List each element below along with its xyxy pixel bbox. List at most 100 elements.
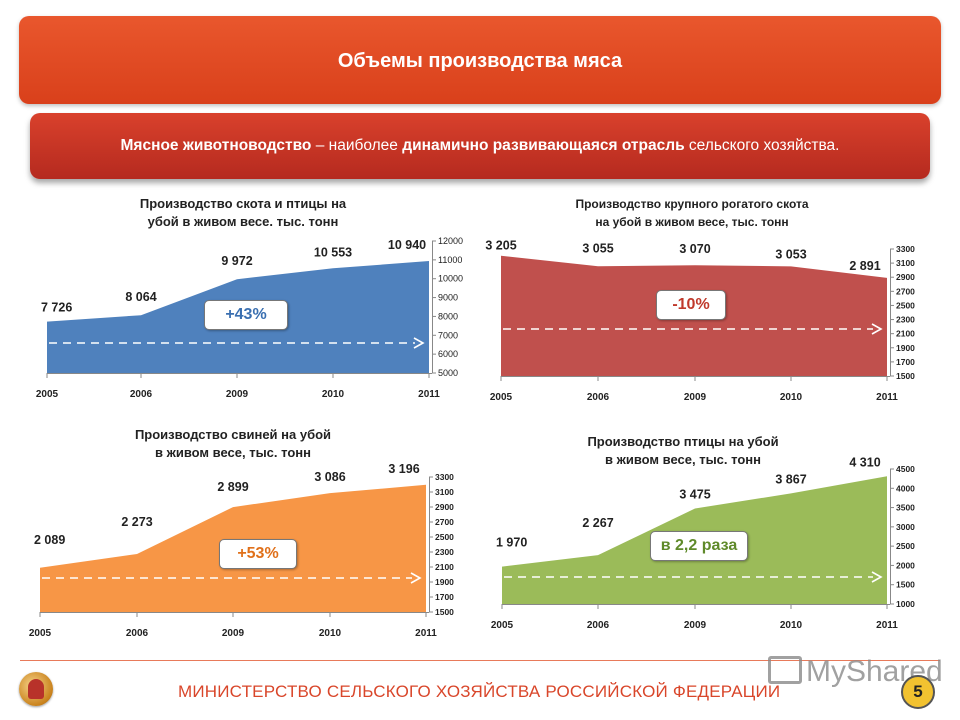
- footer-ministry-name: МИНИСТЕРСТВО СЕЛЬСКОГО ХОЗЯЙСТВА РОССИЙС…: [178, 682, 781, 701]
- data-label: 9 972: [221, 254, 252, 268]
- y-tick-label: 8000: [438, 311, 458, 321]
- y-tick-label: 9000: [438, 293, 458, 303]
- y-tick-label: 3000: [896, 522, 915, 532]
- y-tick-label: 2900: [435, 502, 454, 512]
- x-tick-label: 2006: [587, 620, 610, 631]
- chart-2-title-line2: на убой в живом весе, тыс. тонн: [595, 215, 789, 229]
- data-label: 2 899: [217, 480, 248, 494]
- data-label: 2 089: [34, 533, 65, 547]
- y-tick-label: 10000: [438, 274, 463, 284]
- chart-4-title-line1: Производство птицы на убой: [587, 434, 779, 449]
- chart-2-growth-badge: -10%: [656, 290, 726, 320]
- y-tick-label: 1700: [896, 357, 915, 367]
- y-tick-label: 11000: [438, 255, 462, 265]
- subtitle-part-2: – наиболее: [311, 137, 403, 154]
- chart-4-title-line2: в живом весе, тыс. тонн: [605, 452, 761, 467]
- y-tick-label: 12000: [438, 236, 463, 246]
- x-tick-label: 2011: [876, 392, 898, 403]
- x-tick-label: 2009: [226, 389, 249, 400]
- trend-arrow-head: [413, 337, 425, 349]
- y-tick-label: 7000: [438, 330, 458, 340]
- data-label: 1 970: [496, 536, 527, 550]
- chart-2-title: Производство крупного рогатого скота на …: [532, 195, 852, 231]
- data-label: 3 053: [775, 247, 806, 261]
- x-tick-label: 2011: [876, 620, 898, 631]
- y-tick-label: 1900: [896, 343, 915, 353]
- data-label: 10 553: [314, 245, 352, 259]
- trend-arrow-head: [871, 571, 883, 583]
- y-tick-label: 2500: [896, 541, 915, 551]
- y-tick-label: 1900: [435, 577, 454, 587]
- y-tick-label: 1000: [896, 599, 915, 609]
- title-banner: Объемы производства мяса: [19, 16, 941, 104]
- y-tick-label: 1500: [435, 607, 454, 617]
- data-label: 3 086: [314, 470, 345, 484]
- x-tick-label: 2011: [418, 389, 440, 400]
- x-tick-label: 2010: [322, 389, 345, 400]
- x-tick-label: 2005: [490, 392, 513, 403]
- data-label: 10 940: [388, 238, 426, 252]
- x-tick-label: 2009: [684, 620, 707, 631]
- y-tick-label: 1700: [435, 592, 454, 602]
- data-label: 3 867: [775, 472, 806, 486]
- chart-3-title-line2: в живом весе, тыс. тонн: [155, 445, 311, 460]
- y-tick-label: 3300: [435, 472, 454, 482]
- data-label: 2 267: [582, 516, 613, 530]
- y-tick-label: 2300: [435, 547, 454, 557]
- data-label: 3 196: [388, 462, 419, 476]
- footer-divider: [20, 660, 940, 661]
- chart-4-title: Производство птицы на убой в живом весе,…: [540, 433, 826, 469]
- y-tick-label: 3500: [896, 503, 915, 513]
- y-tick-label: 2500: [896, 300, 915, 310]
- y-tick-label: 6000: [438, 349, 458, 359]
- trend-arrow-head: [410, 572, 422, 584]
- x-tick-label: 2011: [415, 628, 437, 639]
- chart-4-growth-badge: в 2,2 раза: [650, 531, 748, 561]
- data-label: 2 273: [121, 515, 152, 529]
- x-tick-label: 2009: [684, 392, 707, 403]
- y-tick-label: 3300: [896, 244, 915, 254]
- chart-3-title-line1: Производство свиней на убой: [134, 427, 332, 442]
- watermark-screen-icon: [768, 656, 802, 684]
- y-tick-label: 1500: [896, 371, 915, 381]
- y-tick-label: 1500: [896, 580, 915, 590]
- x-tick-label: 2010: [780, 620, 803, 631]
- page-title: Объемы производства мяса: [337, 50, 623, 72]
- y-tick-label: 2000: [896, 560, 915, 570]
- subtitle-part-3: динамично развивающаяся отрасль: [402, 137, 685, 154]
- y-tick-label: 2100: [896, 329, 915, 339]
- subtitle-part-1: Мясное животноводство: [120, 137, 312, 154]
- data-label: 2 891: [849, 259, 880, 273]
- x-tick-label: 2005: [491, 620, 514, 631]
- y-tick-label: 2900: [896, 272, 915, 282]
- y-tick-label: 4000: [896, 483, 915, 493]
- data-label: 8 064: [125, 290, 156, 304]
- y-tick-label: 4500: [896, 464, 915, 474]
- y-tick-label: 2100: [435, 562, 454, 572]
- chart-1-growth-badge: +43%: [204, 300, 288, 330]
- trend-arrow-head: [871, 323, 883, 335]
- x-tick-label: 2006: [587, 392, 610, 403]
- subtitle-bar: Мясное животноводство – наиболее динамич…: [30, 113, 930, 179]
- chart-2-title-line1: Производство крупного рогатого скота: [575, 197, 809, 211]
- ministry-emblem-icon: [19, 672, 53, 706]
- chart-3-growth-badge: +53%: [219, 539, 297, 569]
- subtitle-part-4: сельского хозяйства.: [684, 137, 840, 154]
- y-tick-label: 5000: [438, 368, 458, 378]
- data-label: 3 055: [582, 241, 613, 255]
- y-tick-label: 2300: [896, 315, 915, 325]
- subtitle-text: Мясное животноводство – наиболее динамич…: [30, 137, 930, 155]
- y-tick-label: 2700: [896, 286, 915, 296]
- data-label: 7 726: [41, 301, 72, 315]
- x-tick-label: 2005: [29, 628, 52, 639]
- x-tick-label: 2005: [36, 389, 59, 400]
- chart-1-title: Производство скота и птицы на убой в жив…: [100, 195, 386, 231]
- chart-1-title-line1: Производство скота и птицы на: [139, 196, 347, 211]
- data-label: 3 205: [485, 239, 516, 253]
- x-tick-label: 2010: [780, 392, 803, 403]
- data-label: 4 310: [849, 455, 880, 469]
- data-label: 3 070: [679, 242, 710, 256]
- y-tick-label: 2700: [435, 517, 454, 527]
- data-label: 3 475: [679, 488, 710, 502]
